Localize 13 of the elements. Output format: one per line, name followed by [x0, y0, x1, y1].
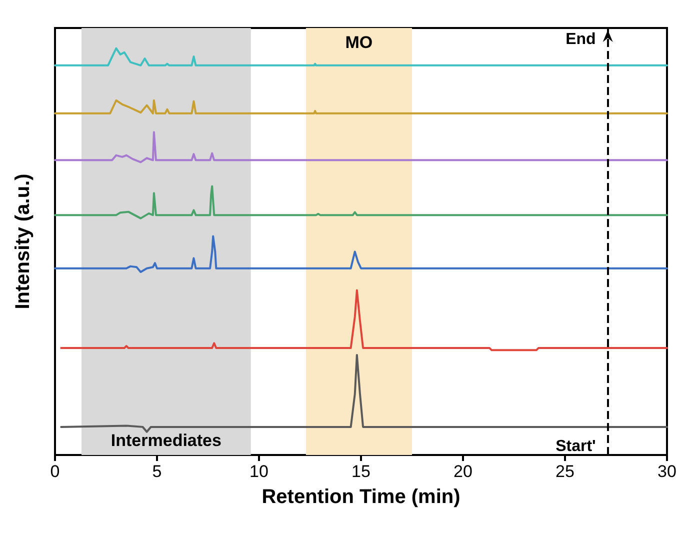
x-tick-label: 20 — [454, 462, 472, 481]
x-tick-label: 5 — [152, 462, 162, 481]
band-label: Intermediates — [110, 431, 222, 450]
annotation: Start' — [556, 438, 596, 455]
band-label: MO — [345, 33, 373, 52]
x-tick-label: 25 — [556, 462, 574, 481]
x-axis-title: Retention Time (min) — [262, 486, 460, 508]
x-tick-label: 15 — [352, 462, 370, 481]
text: End — [566, 31, 596, 48]
x-tick-label: 30 — [658, 462, 676, 481]
x-tick-label: 10 — [250, 462, 268, 481]
x-tick-label: 0 — [50, 462, 60, 481]
y-axis-title: Intensity (a.u.) — [12, 174, 34, 310]
